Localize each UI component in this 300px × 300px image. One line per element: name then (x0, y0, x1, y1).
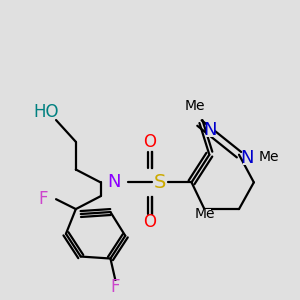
Text: N: N (108, 173, 121, 191)
Text: O: O (143, 133, 157, 151)
Text: N: N (204, 121, 217, 139)
FancyBboxPatch shape (112, 281, 119, 294)
FancyBboxPatch shape (155, 175, 164, 190)
FancyBboxPatch shape (206, 123, 214, 137)
FancyBboxPatch shape (110, 175, 118, 189)
FancyBboxPatch shape (243, 151, 251, 165)
FancyBboxPatch shape (198, 208, 211, 220)
Text: HO: HO (33, 103, 59, 121)
Text: Me: Me (194, 207, 214, 221)
FancyBboxPatch shape (39, 193, 47, 206)
Text: Me: Me (258, 150, 279, 164)
FancyBboxPatch shape (262, 151, 275, 162)
Text: Me: Me (184, 99, 205, 113)
Text: S: S (154, 173, 166, 192)
FancyBboxPatch shape (38, 106, 54, 119)
FancyBboxPatch shape (188, 101, 201, 112)
Text: O: O (143, 213, 157, 231)
FancyBboxPatch shape (146, 135, 154, 148)
Text: F: F (111, 278, 120, 296)
FancyBboxPatch shape (146, 215, 154, 229)
Text: N: N (240, 148, 254, 166)
Text: F: F (38, 190, 48, 208)
